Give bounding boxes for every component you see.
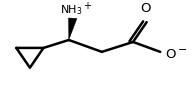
Text: −: − bbox=[177, 45, 187, 55]
Text: O: O bbox=[165, 48, 176, 61]
Text: +: + bbox=[83, 1, 91, 11]
Text: O: O bbox=[140, 2, 151, 15]
Polygon shape bbox=[68, 18, 77, 40]
Text: NH$_3$: NH$_3$ bbox=[60, 3, 83, 17]
